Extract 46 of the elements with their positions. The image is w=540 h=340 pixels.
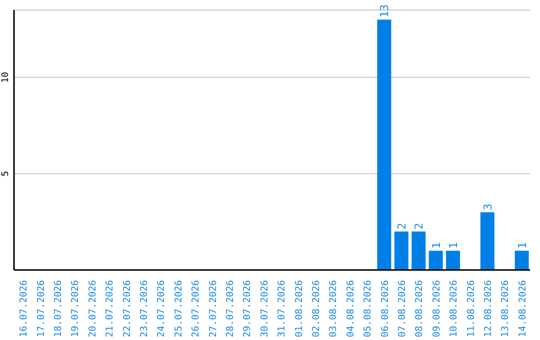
x-tick-label: 29.07.2026 <box>242 280 254 338</box>
data-label: 2 <box>395 222 408 230</box>
x-tick-label: 13.08.2026 <box>500 280 512 338</box>
bar <box>514 250 529 270</box>
bar <box>412 231 426 270</box>
x-tick-label: 25.07.2026 <box>173 280 184 338</box>
x-tick-label: 16.07.2026 <box>18 280 30 338</box>
data-label: 1 <box>430 242 443 249</box>
x-tick-label: 30.07.2026 <box>259 280 270 338</box>
x-tick-label: 21.07.2026 <box>104 280 116 338</box>
x-tick-label: 03.08.2026 <box>328 280 340 338</box>
x-tick-label: 02.08.2026 <box>311 280 322 338</box>
x-tick-label: 18.07.2026 <box>53 280 64 338</box>
x-tick-label: 01.08.2026 <box>294 280 305 338</box>
bar <box>428 250 443 270</box>
x-tick-label: 11.08.2026 <box>466 280 477 338</box>
x-tick-label: 14.08.2026 <box>517 280 528 338</box>
x-tick-label: 22.07.2026 <box>122 280 133 338</box>
x-tick-label: 10.08.2026 <box>448 280 460 338</box>
x-tick-label: 24.07.2026 <box>156 280 168 338</box>
data-label: 1 <box>447 242 460 249</box>
x-tick-label: 08.08.2026 <box>414 280 426 338</box>
x-tick-label: 26.07.2026 <box>190 280 202 338</box>
bar <box>377 20 392 270</box>
x-tick-label: 17.07.2026 <box>36 280 47 338</box>
data-label: 2 <box>412 222 426 230</box>
y-tick-label: 5 <box>1 170 11 176</box>
x-tick-label: 05.08.2026 <box>362 280 374 338</box>
y-tick-label: 10 <box>1 72 11 83</box>
x-tick-label: 07.08.2026 <box>397 280 408 338</box>
x-tick-label: 12.08.2026 <box>483 280 494 338</box>
x-tick-label: 27.07.2026 <box>208 280 219 338</box>
bar <box>480 212 494 270</box>
bar <box>394 231 408 270</box>
x-tick-label: 04.08.2026 <box>345 280 356 338</box>
x-tick-label: 23.07.2026 <box>139 280 150 338</box>
data-label: 13 <box>378 4 392 18</box>
bar <box>446 250 460 270</box>
data-label: 3 <box>481 204 494 210</box>
x-tick-label: 06.08.2026 <box>380 280 391 338</box>
x-tick-label: 31.07.2026 <box>276 280 288 338</box>
data-label: 1 <box>516 242 529 249</box>
x-tick-label: 28.07.2026 <box>225 280 236 338</box>
x-tick-label: 19.07.2026 <box>70 280 82 338</box>
x-tick-label: 09.08.2026 <box>431 280 442 338</box>
x-tick-label: 20.07.2026 <box>87 280 98 338</box>
